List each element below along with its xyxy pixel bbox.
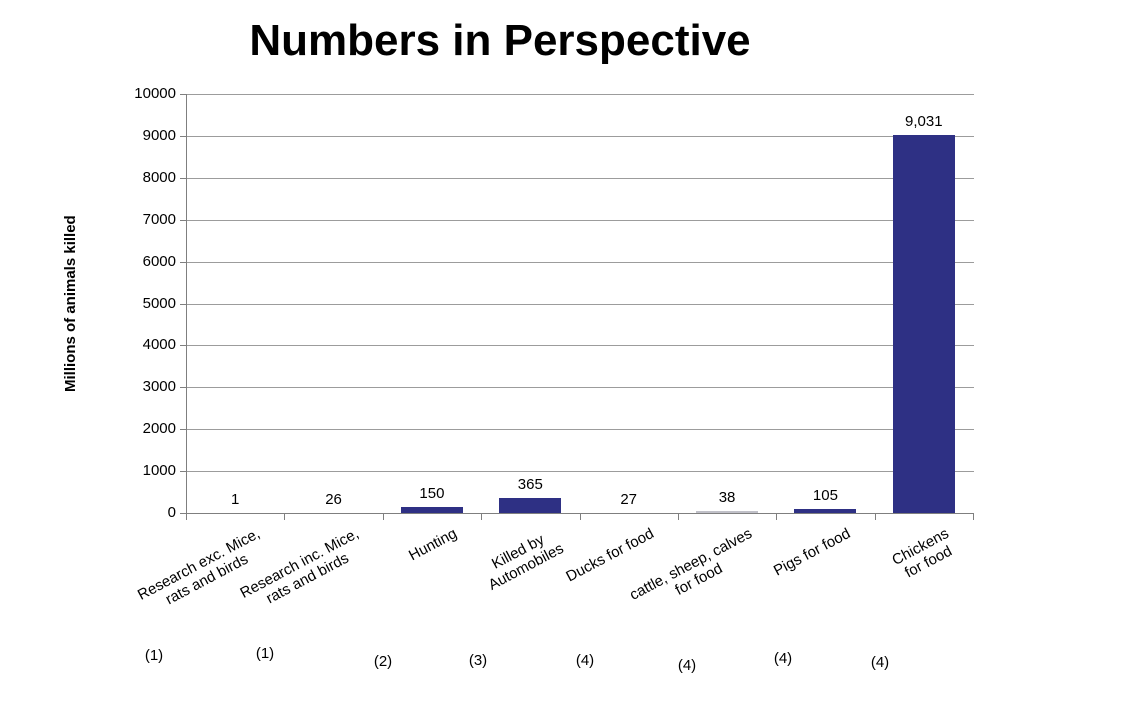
- category-label: Hunting: [406, 525, 460, 565]
- bar-value-label: 26: [325, 491, 342, 508]
- y-tick-mark: [180, 303, 186, 305]
- footnote-label: (4): [575, 652, 595, 669]
- x-tick-mark: [186, 514, 187, 520]
- y-tick-label: 6000: [142, 252, 176, 270]
- bar-value-label: 1: [231, 491, 240, 508]
- gridline: [187, 471, 974, 473]
- y-tick-label: 5000: [142, 294, 176, 312]
- gridline: [187, 177, 974, 179]
- y-tick-mark: [180, 94, 186, 95]
- y-tick-label: 2000: [142, 420, 176, 438]
- category-label: Killed by Automobiles: [485, 531, 567, 594]
- footnote-label: (1): [144, 647, 164, 664]
- y-tick-mark: [180, 345, 186, 347]
- y-tick-label: 8000: [142, 168, 176, 186]
- chart-title: Numbers in Perspective: [249, 16, 751, 65]
- x-tick-mark: [776, 514, 778, 520]
- y-tick-label: 3000: [142, 378, 176, 396]
- footnote-label: (3): [468, 652, 488, 669]
- gridline: [187, 261, 974, 263]
- x-tick-mark: [382, 514, 384, 520]
- gridline: [187, 387, 974, 389]
- y-tick-mark: [180, 261, 186, 263]
- plot-area: [186, 94, 974, 514]
- y-tick-mark: [180, 513, 186, 514]
- gridline: [187, 94, 974, 95]
- footnote-label: (4): [870, 654, 890, 671]
- bar-value-label: 27: [620, 491, 638, 508]
- y-tick-label: 7000: [142, 210, 176, 228]
- category-label: Chickens for food: [889, 525, 955, 582]
- y-tick-label: 10000: [134, 85, 176, 102]
- bar: [400, 506, 463, 513]
- bar: [794, 508, 857, 513]
- footnote-label: (4): [773, 650, 793, 667]
- y-tick-mark: [180, 387, 186, 389]
- y-tick-label: 9000: [142, 126, 176, 144]
- y-tick-mark: [180, 471, 186, 473]
- gridline: [187, 345, 974, 347]
- y-tick-label: 1000: [142, 462, 176, 480]
- bar: [696, 511, 759, 513]
- y-tick-label: 0: [167, 504, 176, 521]
- y-tick-mark: [180, 429, 186, 431]
- bar-value-label: 365: [517, 475, 543, 493]
- category-label: Ducks for food: [563, 525, 657, 586]
- y-tick-label: 4000: [142, 336, 176, 354]
- footnote-label: (1): [255, 645, 275, 662]
- y-tick-mark: [180, 219, 186, 221]
- category-label: Pigs for food: [771, 525, 854, 580]
- footnote-label: (2): [373, 653, 393, 670]
- x-tick-mark: [677, 514, 679, 520]
- bar-value-label: 9,031: [905, 112, 943, 130]
- x-tick-mark: [284, 514, 286, 520]
- bar-value-label: 105: [812, 486, 838, 504]
- bar-value-label: 38: [718, 489, 736, 507]
- x-tick-mark: [973, 514, 974, 520]
- bar: [892, 134, 955, 513]
- x-tick-mark: [874, 514, 876, 520]
- gridline: [187, 429, 974, 431]
- x-tick-mark: [481, 514, 483, 520]
- y-axis-title: Millions of animals killed: [62, 215, 79, 392]
- y-tick-mark: [180, 177, 186, 179]
- gridline: [187, 219, 974, 221]
- gridline: [187, 303, 974, 305]
- x-tick-mark: [579, 514, 581, 520]
- footnote-label: (4): [677, 657, 697, 674]
- gridline: [187, 135, 974, 137]
- bar: [499, 497, 562, 513]
- bar-value-label: 150: [419, 484, 445, 502]
- y-tick-mark: [180, 135, 186, 137]
